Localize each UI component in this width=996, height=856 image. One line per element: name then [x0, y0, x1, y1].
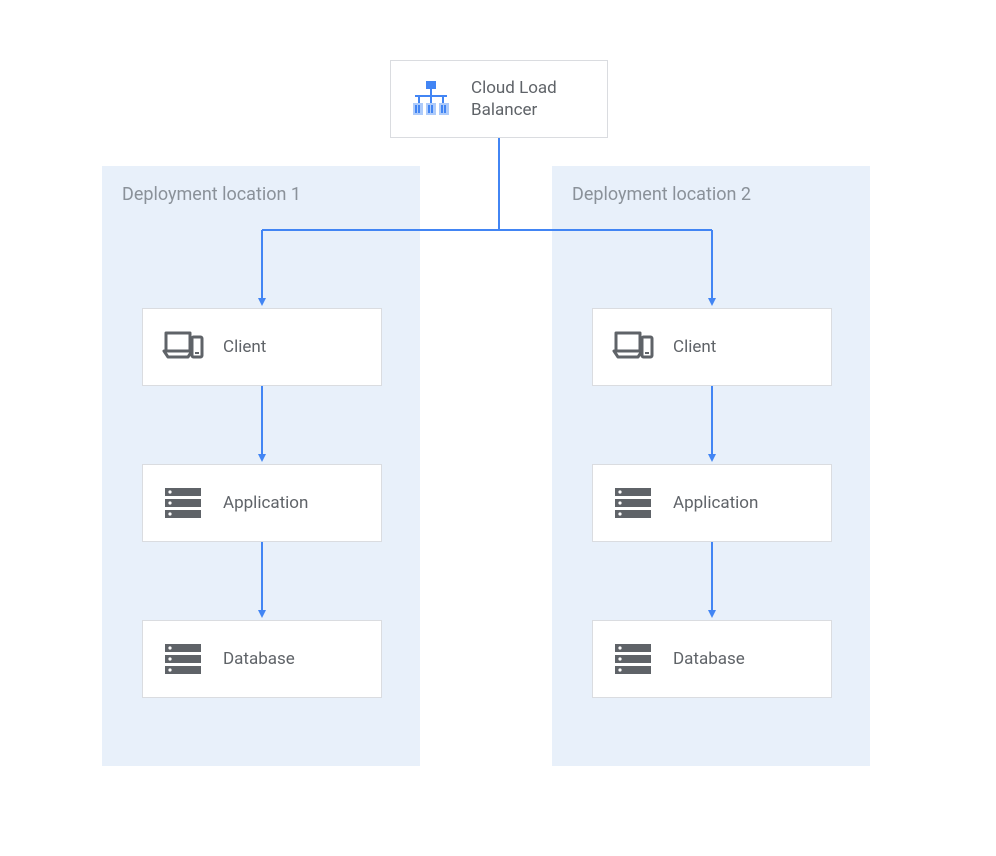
server-icon [611, 481, 655, 525]
node-client-2: Client [592, 308, 832, 386]
region-title-1: Deployment location 1 [122, 184, 400, 205]
load-balancer-icon [409, 77, 453, 121]
node-label: Database [223, 648, 295, 670]
node-label: Client [223, 336, 266, 358]
node-label: Client [673, 336, 716, 358]
node-label: Database [673, 648, 745, 670]
node-label: Application [223, 492, 308, 514]
node-load-balancer: Cloud Load Balancer [390, 60, 608, 138]
server-icon [161, 637, 205, 681]
node-application-2: Application [592, 464, 832, 542]
region-title-2: Deployment location 2 [572, 184, 850, 205]
server-icon [611, 637, 655, 681]
node-client-1: Client [142, 308, 382, 386]
server-icon [161, 481, 205, 525]
node-label: Application [673, 492, 758, 514]
diagram-canvas: Deployment location 1 Deployment locatio… [0, 0, 996, 856]
node-database-2: Database [592, 620, 832, 698]
client-icon [611, 325, 655, 369]
node-label: Cloud Load Balancer [471, 77, 589, 121]
client-icon [161, 325, 205, 369]
node-application-1: Application [142, 464, 382, 542]
node-database-1: Database [142, 620, 382, 698]
